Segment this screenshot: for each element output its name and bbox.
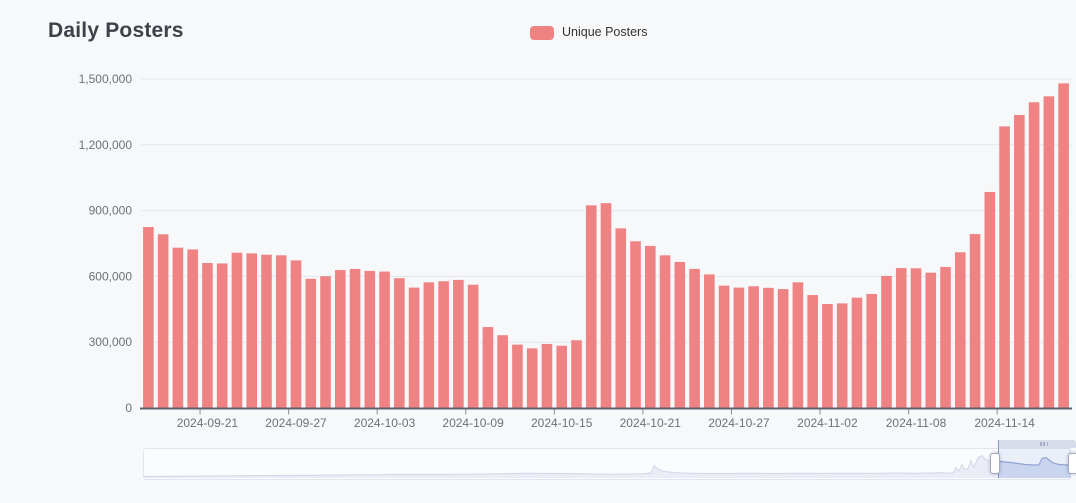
bar[interactable]	[202, 263, 213, 408]
bar[interactable]	[334, 270, 346, 408]
bar[interactable]	[659, 255, 671, 408]
legend-unique-posters[interactable]: Unique Posters	[530, 25, 647, 40]
legend-swatch-icon	[530, 25, 554, 40]
y-axis-label: 900,000	[89, 204, 133, 218]
bar[interactable]	[305, 278, 317, 408]
bar[interactable]	[585, 205, 597, 408]
legend-label: Unique Posters	[562, 25, 648, 39]
bar[interactable]	[172, 247, 184, 408]
bar[interactable]	[1058, 83, 1069, 408]
chart-header: Daily Posters Unique Posters	[0, 0, 1076, 56]
x-axis-label: 2024-10-15	[531, 416, 593, 430]
bar[interactable]	[187, 249, 198, 408]
bar[interactable]	[556, 345, 568, 408]
bar[interactable]	[453, 279, 464, 408]
bar[interactable]	[1043, 96, 1055, 408]
datazoom-preview	[143, 448, 1071, 478]
x-axis-label: 2024-09-21	[177, 416, 239, 430]
bar[interactable]	[674, 261, 686, 408]
page-title: Daily Posters	[48, 19, 184, 42]
bar[interactable]	[851, 297, 863, 408]
bar[interactable]	[748, 286, 759, 408]
bar[interactable]	[320, 276, 331, 408]
bar[interactable]	[216, 263, 228, 408]
bar[interactable]	[467, 284, 479, 408]
window-area	[998, 457, 1071, 478]
y-axis-label: 600,000	[89, 269, 133, 283]
x-axis-label: 2024-11-14	[974, 416, 1035, 430]
bar[interactable]	[910, 268, 922, 408]
bar-chart: 0 300,000 600,000 900,000 1,200,000 1,500,000…	[79, 72, 1072, 430]
bar[interactable]	[822, 304, 833, 408]
datazoom-move-handle[interactable]	[998, 440, 1076, 448]
datazoom-right-handle[interactable]	[1068, 453, 1076, 474]
bar[interactable]	[394, 278, 405, 408]
bar[interactable]	[954, 252, 966, 408]
bar[interactable]	[866, 293, 878, 408]
datazoom-slider[interactable]	[143, 440, 1076, 480]
bar[interactable]	[1014, 114, 1025, 408]
datazoom-left-handle[interactable]	[990, 453, 1000, 474]
bar[interactable]	[689, 268, 700, 408]
bar[interactable]	[718, 285, 730, 408]
x-axis-label: 2024-11-08	[886, 416, 947, 430]
bar[interactable]	[364, 270, 376, 408]
bar[interactable]	[630, 241, 641, 408]
x-axis-label: 2024-10-03	[354, 416, 416, 430]
x-axis-label: 2024-10-09	[442, 416, 504, 430]
bar[interactable]	[969, 234, 981, 408]
bar[interactable]	[836, 303, 848, 408]
bar[interactable]	[999, 126, 1010, 408]
y-axis-label: 1,500,000	[79, 72, 133, 86]
y-axis-label: 1,200,000	[79, 138, 133, 152]
bar[interactable]	[984, 191, 996, 408]
bar[interactable]	[895, 268, 907, 408]
bar[interactable]	[704, 274, 715, 408]
x-axis-label: 2024-09-27	[265, 416, 327, 430]
bar[interactable]	[644, 245, 656, 408]
bar[interactable]	[143, 227, 154, 408]
y-axis-label: 0	[125, 401, 132, 415]
bar[interactable]	[925, 272, 937, 408]
bar[interactable]	[231, 252, 243, 408]
bar[interactable]	[290, 260, 302, 408]
bar[interactable]	[777, 289, 789, 408]
bar[interactable]	[1028, 102, 1040, 408]
bar[interactable]	[261, 254, 272, 408]
bar[interactable]	[733, 287, 745, 408]
bar[interactable]	[423, 282, 435, 408]
x-axis-label: 2024-10-27	[708, 416, 770, 430]
bar[interactable]	[600, 203, 612, 408]
bar[interactable]	[807, 295, 818, 408]
bar[interactable]	[763, 287, 774, 408]
bar[interactable]	[571, 340, 582, 408]
bar[interactable]	[157, 234, 169, 408]
bar[interactable]	[615, 228, 627, 408]
x-axis-line	[140, 407, 1072, 410]
bar[interactable]	[379, 271, 390, 408]
bar[interactable]	[541, 343, 553, 408]
bar[interactable]	[526, 348, 538, 408]
bar[interactable]	[881, 275, 892, 408]
y-axis-label: 300,000	[89, 335, 133, 349]
bar[interactable]	[408, 287, 420, 408]
preview-area	[143, 455, 1071, 478]
bar[interactable]	[512, 344, 523, 408]
bar[interactable]	[940, 266, 951, 408]
bar[interactable]	[497, 335, 508, 408]
preview-line	[143, 454, 1071, 477]
bar[interactable]	[246, 253, 258, 408]
bar[interactable]	[438, 281, 449, 408]
x-axis-label: 2024-10-21	[620, 416, 682, 430]
grip-icon	[1040, 442, 1048, 446]
bar[interactable]	[792, 282, 804, 408]
bar[interactable]	[275, 255, 287, 408]
x-axis-label: 2024-11-02	[797, 416, 858, 430]
window-line	[997, 456, 1071, 466]
bar[interactable]	[482, 327, 494, 408]
bar[interactable]	[349, 268, 361, 408]
